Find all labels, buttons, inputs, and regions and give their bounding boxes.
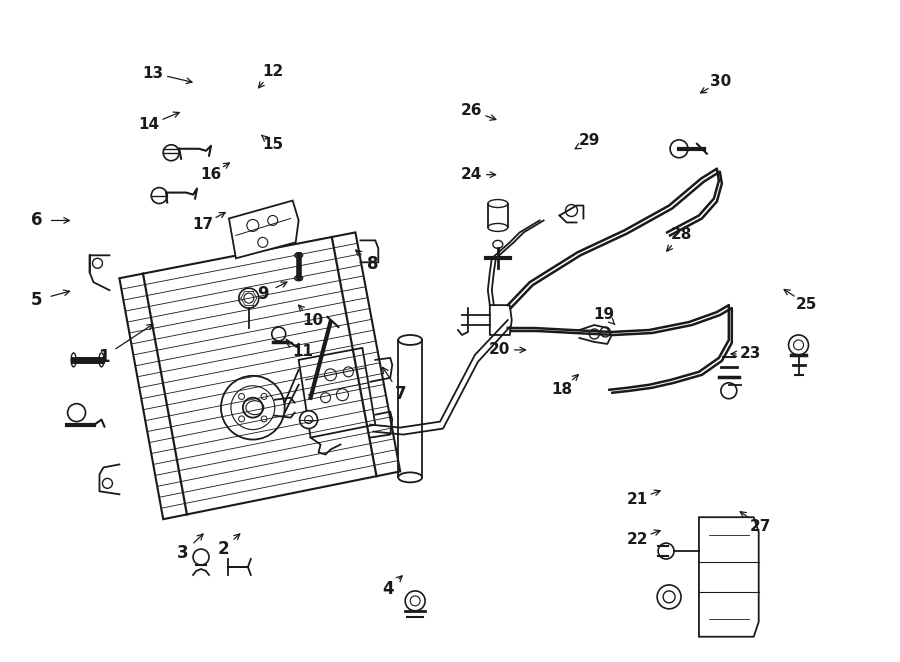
Polygon shape [229, 201, 299, 258]
Text: 25: 25 [796, 297, 817, 312]
Ellipse shape [294, 276, 302, 281]
Text: 16: 16 [201, 167, 221, 182]
Circle shape [788, 335, 808, 355]
Ellipse shape [99, 353, 104, 367]
Text: 21: 21 [626, 492, 648, 507]
Circle shape [721, 383, 737, 399]
Text: 1: 1 [98, 348, 109, 366]
Text: 11: 11 [292, 344, 313, 359]
Circle shape [194, 549, 209, 565]
Circle shape [238, 288, 259, 308]
Text: 28: 28 [670, 227, 692, 242]
Text: 5: 5 [31, 291, 42, 309]
Polygon shape [699, 517, 759, 637]
Text: 24: 24 [461, 167, 482, 182]
Circle shape [221, 376, 284, 440]
Ellipse shape [71, 353, 76, 367]
Ellipse shape [488, 224, 508, 232]
Text: 27: 27 [750, 519, 771, 534]
Text: 3: 3 [177, 544, 189, 562]
Text: 20: 20 [489, 342, 510, 357]
Circle shape [163, 145, 179, 161]
Text: 18: 18 [551, 382, 572, 397]
Circle shape [151, 187, 167, 203]
Text: 22: 22 [626, 532, 648, 547]
Text: 10: 10 [302, 312, 323, 328]
Text: 17: 17 [193, 217, 213, 232]
Circle shape [658, 543, 674, 559]
Text: 2: 2 [217, 540, 229, 558]
Text: 19: 19 [594, 307, 615, 322]
Ellipse shape [294, 253, 302, 258]
Circle shape [405, 591, 425, 611]
Text: 15: 15 [262, 137, 284, 152]
Ellipse shape [398, 335, 422, 345]
Text: 23: 23 [740, 346, 761, 361]
Text: 26: 26 [461, 103, 482, 118]
Ellipse shape [488, 199, 508, 207]
Text: 6: 6 [31, 211, 42, 230]
Circle shape [300, 410, 318, 428]
Ellipse shape [493, 240, 503, 248]
Polygon shape [299, 348, 375, 438]
Circle shape [657, 585, 681, 609]
Text: 9: 9 [257, 285, 268, 303]
Text: 30: 30 [710, 73, 732, 89]
Circle shape [272, 327, 285, 341]
Text: 14: 14 [139, 117, 160, 132]
Ellipse shape [398, 473, 422, 483]
Text: 29: 29 [579, 133, 600, 148]
Circle shape [670, 140, 688, 158]
Text: 8: 8 [366, 256, 378, 273]
Circle shape [68, 404, 86, 422]
Text: 12: 12 [262, 64, 284, 79]
Text: 4: 4 [382, 580, 394, 598]
Text: 7: 7 [394, 385, 406, 402]
Text: 13: 13 [143, 66, 164, 81]
